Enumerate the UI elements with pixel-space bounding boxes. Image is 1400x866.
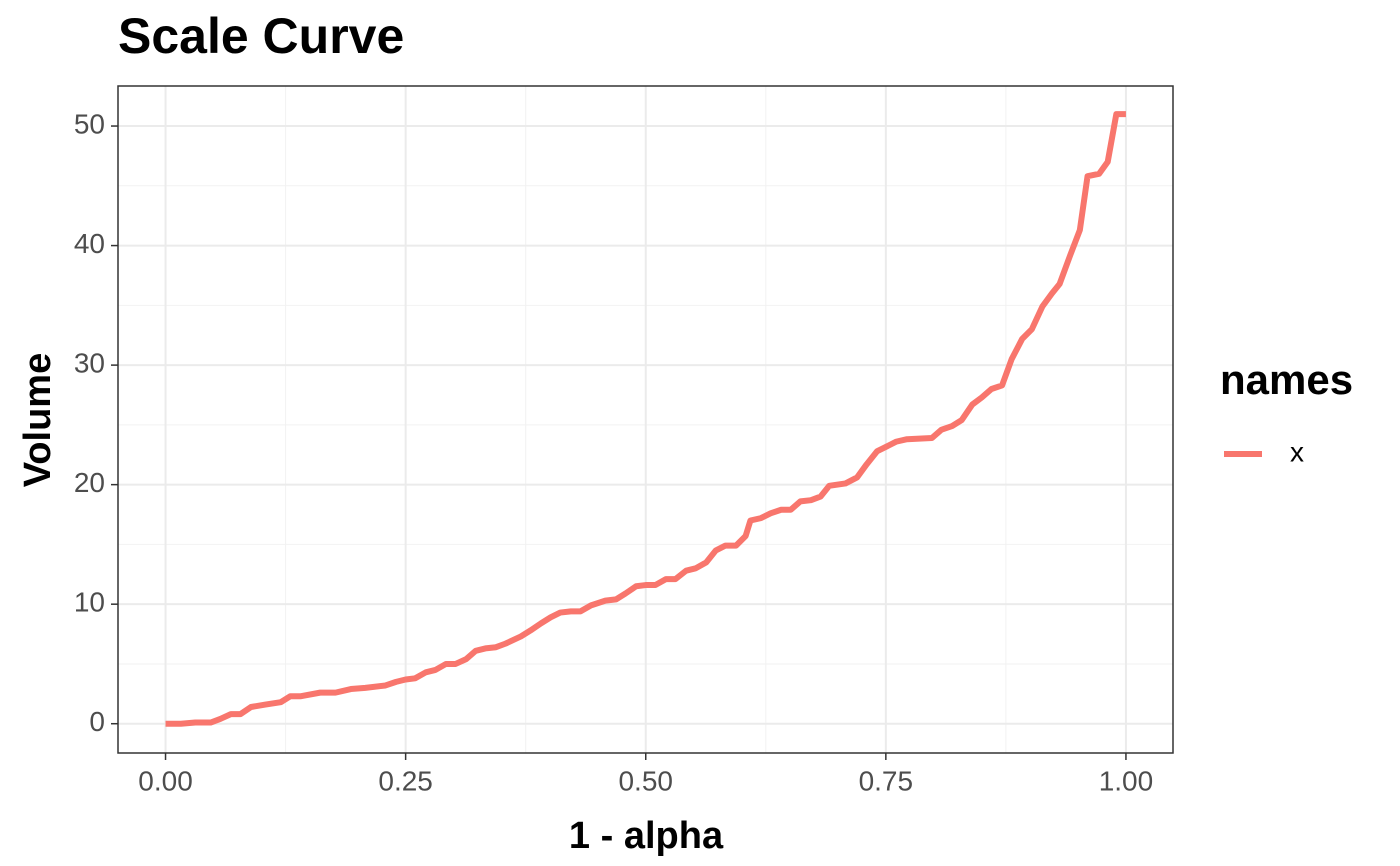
- y-tick-label: 10: [74, 587, 105, 618]
- data-line: [165, 111, 1126, 727]
- y-tick-label: 0: [89, 706, 105, 737]
- y-tick-label: 40: [74, 228, 105, 259]
- legend-title: names: [1220, 356, 1353, 403]
- x-axis-title: 1 - alpha: [569, 815, 724, 857]
- x-tick-label: 0.25: [378, 765, 433, 796]
- chart-title: Scale Curve: [118, 8, 404, 64]
- panel-border: [117, 85, 1174, 754]
- x-tick-label: 0.50: [618, 765, 673, 796]
- x-tick-label: 1.00: [1099, 765, 1154, 796]
- x-tick-label: 0.75: [859, 765, 914, 796]
- legend-label: x: [1290, 436, 1304, 467]
- y-tick-label: 50: [74, 108, 105, 139]
- y-axis-title: Volume: [17, 353, 59, 487]
- x-tick-label: 0.00: [138, 765, 193, 796]
- y-tick-label: 30: [74, 348, 105, 379]
- y-tick-label: 20: [74, 467, 105, 498]
